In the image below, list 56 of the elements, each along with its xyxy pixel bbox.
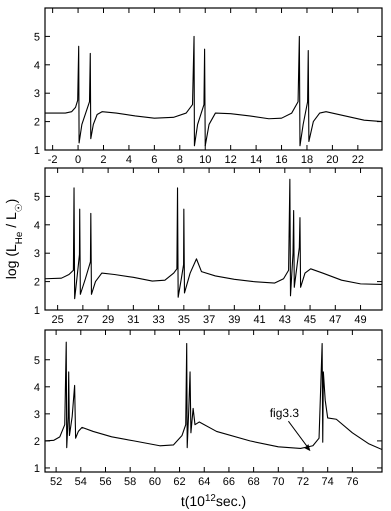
x-tick-label: 12	[224, 154, 237, 166]
y-tick-label: 4	[34, 382, 40, 394]
y-tick-label: 2	[34, 276, 40, 289]
annotation: fig3.3	[270, 406, 300, 420]
x-tick-label: 25	[51, 314, 64, 326]
x-axis-title: t(10$^{12}$sec.)	[180, 492, 246, 509]
x-tick-label: 29	[102, 314, 114, 326]
x-tick-label: 52	[50, 476, 62, 488]
x-tick-label: 66	[222, 476, 236, 488]
y-tick-label: 1	[34, 145, 40, 157]
x-tick-label: 47	[329, 314, 342, 326]
x-tick-label: 39	[228, 314, 240, 326]
x-tick-label: 27	[76, 314, 89, 326]
x-tick-label: 33	[152, 314, 165, 326]
y-tick-label: 5	[34, 191, 40, 204]
x-tick-label: 16	[275, 154, 288, 166]
x-tick-label: 8	[176, 154, 183, 166]
x-tick-label: 64	[198, 476, 210, 488]
x-tick-label: 74	[322, 476, 334, 488]
x-tick-label: 45	[304, 314, 316, 326]
x-tick-label: 22	[352, 154, 364, 166]
x-tick-label: 70	[272, 476, 284, 488]
x-tick-label: 72	[296, 476, 310, 488]
y-tick-label: 5	[34, 354, 40, 367]
x-tick-label: 37	[202, 314, 216, 326]
x-tick-label: 49	[354, 314, 367, 326]
x-tick-label: 31	[127, 314, 140, 326]
x-tick-label: 35	[178, 314, 190, 326]
x-tick-label: 43	[278, 314, 291, 326]
x-tick-label: 41	[253, 314, 266, 326]
x-tick-label: 6	[151, 154, 158, 166]
x-tick-label: 10	[199, 154, 212, 166]
x-tick-label: 60	[148, 476, 161, 488]
x-tick-label: 54	[74, 476, 87, 488]
y-tick-label: 3	[34, 408, 40, 421]
y-tick-label: 2	[34, 116, 40, 129]
y-tick-label: 5	[34, 31, 40, 44]
x-tick-label: 58	[124, 476, 136, 488]
x-tick-label: 62	[173, 476, 186, 488]
y-tick-label: 3	[34, 88, 40, 100]
x-tick-label: 76	[346, 476, 358, 488]
y-tick-label: 4	[34, 220, 40, 232]
y-tick-label: 4	[34, 60, 40, 72]
y-tick-label: 3	[34, 248, 40, 260]
x-tick-label: 68	[247, 476, 260, 488]
y-tick-label: 1	[34, 462, 40, 475]
x-tick-label: 18	[300, 154, 314, 166]
x-tick-label: 56	[99, 476, 112, 488]
x-tick-label: 14	[250, 154, 262, 166]
y-tick-label: 1	[34, 305, 40, 317]
x-tick-label: 20	[326, 154, 339, 166]
x-tick-label: 4	[126, 154, 132, 166]
x-tick-label: -2	[48, 154, 58, 166]
x-tick-label: 2	[100, 154, 107, 166]
x-tick-label: 0	[75, 154, 82, 166]
y-tick-label: 2	[34, 436, 40, 448]
